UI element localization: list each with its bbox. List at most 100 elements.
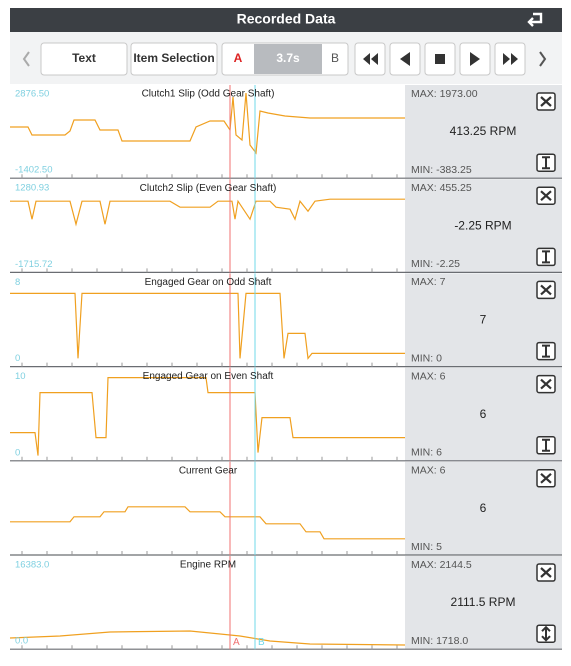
min-label: MIN: 1718.0 xyxy=(411,635,468,647)
signal-trace xyxy=(10,92,405,155)
cursor-a-button[interactable]: A xyxy=(234,51,243,65)
y-min-label: -1402.50 xyxy=(15,165,53,176)
current-value: 7 xyxy=(480,313,487,327)
back-button[interactable] xyxy=(527,12,543,27)
close-button[interactable] xyxy=(536,186,556,205)
back-icon-head xyxy=(527,17,534,27)
y-max-label: 10 xyxy=(15,371,26,382)
y-min-label: 0 xyxy=(15,447,20,458)
fast-forward-icon xyxy=(503,53,518,65)
y-min-label: 0 xyxy=(15,353,20,364)
text-button-label: Text xyxy=(72,51,96,65)
signal-trace xyxy=(10,506,405,540)
close-icon xyxy=(540,190,552,202)
signal-trace xyxy=(10,377,405,456)
max-label: MAX: 6 xyxy=(411,370,446,382)
current-value: -2.25 RPM xyxy=(454,218,511,232)
text-button[interactable] xyxy=(40,42,128,76)
info-area xyxy=(405,85,562,179)
data-panel: Engine RPM 16383.0 0.0 MAX: 2144.5 2111.5 RP… xyxy=(9,556,562,650)
data-panel: Current Gear MAX: 6 6 MIN: 5 xyxy=(10,461,562,556)
time-display xyxy=(254,44,322,74)
signal-trace xyxy=(9,630,406,646)
button-icon xyxy=(542,156,550,170)
close-button[interactable] xyxy=(536,469,556,488)
cursor-b-label: B xyxy=(258,637,265,648)
scale-button[interactable] xyxy=(536,436,556,455)
step-back-icon xyxy=(400,52,410,66)
max-label: MAX: 2144.5 xyxy=(411,559,472,571)
item-selection-label: Item Selection xyxy=(133,51,214,65)
play-icon xyxy=(470,52,480,66)
close-button[interactable] xyxy=(536,92,556,111)
info-area xyxy=(405,461,562,555)
expand-button[interactable] xyxy=(536,624,556,643)
current-value: 2111.5 RPM xyxy=(451,595,516,609)
current-value: 6 xyxy=(480,407,487,421)
info-area xyxy=(405,273,562,367)
button-icon xyxy=(542,250,550,264)
chart-area xyxy=(10,85,405,179)
info-area xyxy=(405,367,562,461)
current-value: 413.25 RPM xyxy=(450,124,517,138)
time-label: 3.7s xyxy=(276,51,300,65)
info-area xyxy=(405,556,562,650)
y-max-label: 2876.50 xyxy=(15,89,49,100)
min-label: MIN: 5 xyxy=(411,541,442,553)
button-icon xyxy=(542,344,550,358)
header-bar xyxy=(10,8,562,32)
data-panel: Clutch2 Slip (Even Gear Shaft) 1280.93 -17… xyxy=(10,179,562,273)
panel-title: Engaged Gear on Even Shaft xyxy=(143,371,274,382)
panel-title: Clutch2 Slip (Even Gear Shaft) xyxy=(140,183,277,194)
y-max-label: 1280.93 xyxy=(15,183,49,194)
data-panel: Clutch1 Slip (Odd Gear Shaft) 2876.50 -140… xyxy=(10,85,562,179)
data-panel: Engaged Gear on Odd Shaft 8 0 MAX: 7 7 MIN: 0 xyxy=(10,273,562,368)
close-icon xyxy=(540,472,552,484)
y-max-label: 8 xyxy=(15,277,20,288)
header-title: Recorded Data xyxy=(237,11,336,27)
panel-title: Engine RPM xyxy=(180,560,236,571)
min-label: MIN: 6 xyxy=(411,447,442,459)
rewind-icon xyxy=(363,53,378,65)
max-label: MAX: 6 xyxy=(411,465,446,477)
close-button[interactable] xyxy=(536,374,556,394)
y-min-label: -1715.72 xyxy=(15,259,53,270)
scale-button[interactable] xyxy=(536,153,556,172)
close-icon xyxy=(540,567,552,578)
stop-icon xyxy=(435,54,445,64)
playback-controls xyxy=(354,42,526,76)
max-label: MAX: 7 xyxy=(411,276,446,288)
close-button[interactable] xyxy=(536,280,556,300)
close-icon xyxy=(540,96,552,107)
panel-title: Clutch1 Slip (Odd Gear Shaft) xyxy=(142,89,275,100)
close-icon xyxy=(540,284,552,296)
max-label: MAX: 1973.00 xyxy=(411,88,478,100)
scale-button[interactable] xyxy=(536,247,556,267)
close-icon xyxy=(540,378,552,390)
scale-button[interactable] xyxy=(536,341,556,361)
max-label: MAX: 455.25 xyxy=(411,182,472,194)
signal-trace xyxy=(10,198,405,227)
min-label: MIN: -2.25 xyxy=(411,258,460,270)
cursor-a-label: A xyxy=(233,637,240,648)
item-selection-button[interactable] xyxy=(130,42,218,76)
data-panel: Engaged Gear on Even Shaft 10 0 MAX: 6 6 MIN:… xyxy=(10,367,562,462)
button-icon xyxy=(542,438,550,452)
next-arrow[interactable] xyxy=(539,51,547,67)
cursor-b-button[interactable]: B xyxy=(331,51,339,65)
chart-area xyxy=(10,556,405,650)
y-max-label: 16383.0 xyxy=(15,560,49,571)
back-icon xyxy=(529,12,543,24)
panel-title: Engaged Gear on Odd Shaft xyxy=(145,277,272,288)
signal-trace xyxy=(10,292,405,360)
close-button[interactable] xyxy=(536,563,556,582)
button-icon xyxy=(541,625,551,642)
prev-arrow[interactable] xyxy=(22,51,30,67)
min-label: MIN: 0 xyxy=(411,352,442,364)
current-value: 6 xyxy=(480,501,487,515)
info-area xyxy=(405,179,562,273)
y-min-label: 0.0 xyxy=(15,636,28,647)
chart-area xyxy=(10,461,405,555)
